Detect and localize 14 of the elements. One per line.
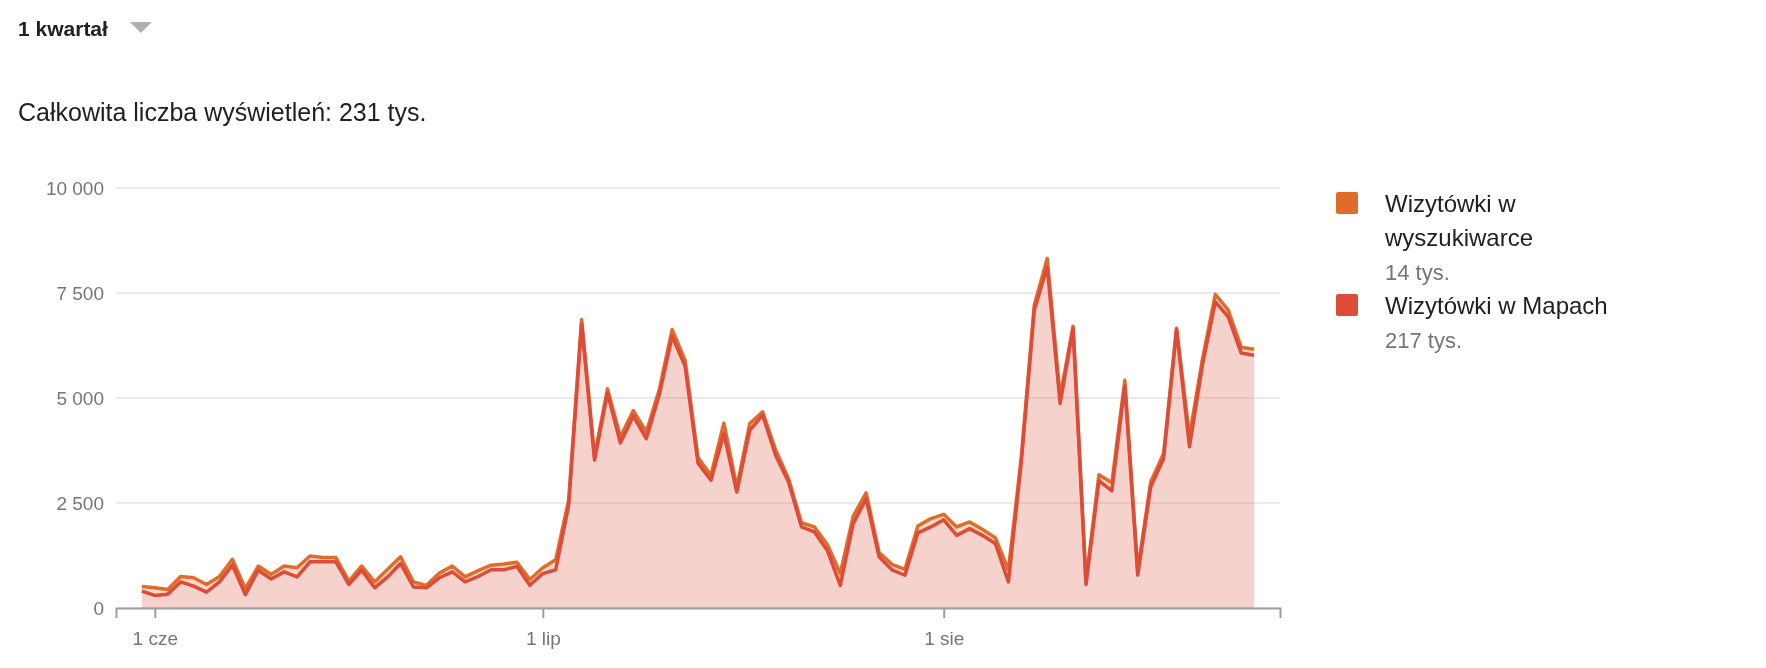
text: 217 tys. [1385,328,1463,353]
y-tick-label: 0 [93,597,104,619]
chart-title: 1 kwartał [18,17,109,40]
chart-subtitle: Całkowita liczba wyświetleń: 231 tys. [18,98,427,126]
y-tick-label: 7 500 [56,282,104,304]
legend-label: Wizytówki w Mapach [1385,292,1608,319]
y-tick-label: 5 000 [56,387,104,409]
text: 14 tys. [1385,260,1450,285]
x-tick-label: 1 lip [525,628,561,650]
y-tick-label: 10 000 [45,177,104,199]
x-tick-label: 1 sie [924,628,965,650]
x-tick-label: 1 cze [132,628,179,650]
y-tick-label: 2 500 [56,492,104,514]
legend-label: Wizytówki w wyszukiwarce [1384,190,1534,251]
